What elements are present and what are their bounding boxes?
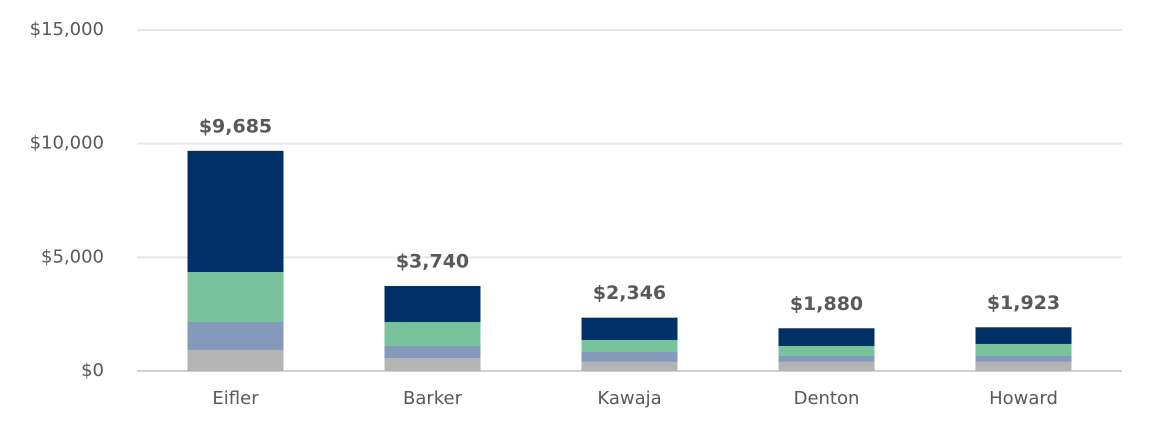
bar-segment	[187, 150, 284, 272]
total-label: $3,740	[396, 250, 469, 272]
total-label: $2,346	[593, 282, 666, 304]
x-tick-label: Kawaja	[597, 388, 661, 409]
total-label: $9,685	[199, 115, 272, 137]
bar-segment	[384, 345, 481, 359]
bar-segment	[975, 343, 1072, 356]
bar-segment	[187, 271, 284, 323]
y-tick-label: $5,000	[41, 246, 104, 267]
x-tick-label: Eifler	[212, 388, 259, 409]
bar-segment	[384, 358, 481, 371]
y-tick-label: $15,000	[30, 19, 104, 40]
bar-segment	[384, 285, 481, 323]
x-tick-label: Barker	[403, 388, 463, 409]
x-tick-label: Denton	[794, 388, 860, 409]
total-label: $1,923	[987, 292, 1060, 314]
x-tick-label: Howard	[989, 388, 1058, 409]
bar-segment	[581, 339, 678, 353]
bar-segment	[187, 349, 284, 371]
bar-segment	[581, 352, 678, 362]
bar-segment	[384, 322, 481, 346]
bar-segment	[778, 355, 875, 362]
bar-segment	[975, 361, 1072, 371]
bar-segment	[778, 361, 875, 371]
bar-segment	[581, 361, 678, 371]
bar-segment	[975, 355, 1072, 362]
y-tick-label: $10,000	[30, 133, 104, 154]
bar-segment	[778, 328, 875, 346]
bar-segment	[581, 317, 678, 340]
y-tick-label: $0	[81, 360, 104, 381]
bar-segment	[975, 327, 1072, 344]
total-label: $1,880	[790, 293, 863, 315]
bar-segment	[778, 345, 875, 356]
bar-segment	[187, 322, 284, 350]
